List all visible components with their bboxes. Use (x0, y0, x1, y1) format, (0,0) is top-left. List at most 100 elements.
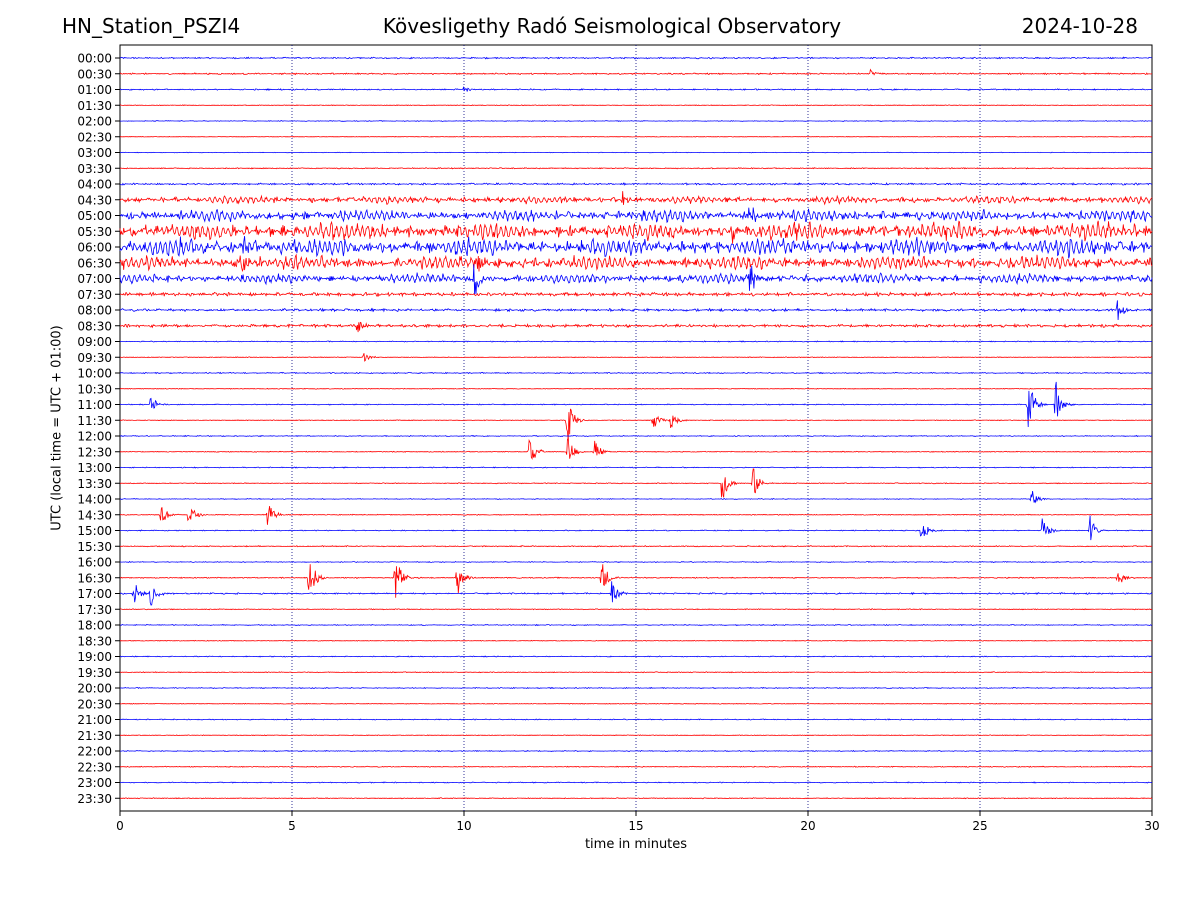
x-tick-label: 10 (456, 819, 471, 833)
trace-1500 (119, 515, 1153, 541)
trace-0830 (119, 321, 1153, 333)
trace-1700 (119, 581, 1153, 606)
trace-1830 (119, 639, 1152, 642)
trace-0000 (119, 56, 1153, 60)
station-name: HN_Station_PSZI4 (62, 14, 241, 38)
trace-0700 (119, 264, 1153, 295)
trace-0400 (119, 182, 1153, 186)
y-tick-label: 00:30 (77, 67, 112, 81)
y-tick-label: 20:00 (77, 682, 112, 696)
trace-0900 (119, 340, 1153, 343)
y-axis-label: UTC (local time = UTC + 01:00) (49, 325, 65, 531)
x-tick-label: 5 (288, 819, 296, 833)
y-tick-label: 19:30 (77, 666, 112, 680)
trace-1330 (119, 468, 1153, 498)
y-tick-label: 06:00 (77, 241, 112, 255)
y-tick-label: 02:30 (77, 130, 112, 144)
y-tick-label: 15:30 (77, 540, 112, 554)
trace-1930 (119, 671, 1152, 674)
trace-0300 (119, 151, 1153, 154)
y-tick-label: 07:00 (77, 272, 112, 286)
observatory-title: Kövesligethy Radó Seismological Observat… (382, 14, 842, 38)
trace-1530 (119, 545, 1152, 548)
y-tick-label: 18:30 (77, 634, 112, 648)
trace-0530 (119, 220, 1153, 244)
x-tick-label: 20 (800, 819, 815, 833)
y-tick-label: 08:30 (77, 319, 112, 333)
y-tick-label: 22:00 (77, 745, 112, 759)
y-tick-label: 03:30 (77, 162, 112, 176)
trace-0730 (119, 291, 1153, 298)
y-tick-label: 13:00 (77, 461, 112, 475)
y-tick-label: 05:30 (77, 225, 112, 239)
trace-2230 (119, 765, 1153, 768)
x-tick-label: 15 (628, 819, 643, 833)
trace-1430 (119, 505, 1153, 525)
y-tick-label: 16:00 (77, 556, 112, 570)
y-tick-label: 00:00 (77, 52, 112, 66)
y-tick-label: 15:00 (77, 524, 112, 538)
y-tick-label: 14:30 (77, 508, 112, 522)
trace-1600 (120, 560, 1153, 564)
y-tick-label: 23:30 (77, 792, 112, 806)
trace-0130 (119, 104, 1153, 107)
record-date: 2024-10-28 (1021, 14, 1138, 38)
trace-1400 (119, 490, 1153, 504)
trace-1200 (119, 434, 1153, 438)
y-tick-label: 05:00 (77, 209, 112, 223)
trace-0600 (119, 236, 1153, 259)
y-tick-label: 17:30 (77, 603, 112, 617)
trace-0030 (119, 68, 1153, 76)
y-tick-label: 10:00 (77, 367, 112, 381)
trace-1630 (119, 564, 1152, 598)
x-tick-label: 25 (972, 819, 987, 833)
trace-2100 (119, 718, 1153, 721)
y-tick-label: 18:00 (77, 619, 112, 633)
trace-1000 (119, 371, 1152, 375)
y-tick-label: 01:30 (77, 99, 112, 113)
trace-1900 (119, 655, 1153, 658)
trace-0930 (120, 353, 1153, 362)
y-tick-label: 07:30 (77, 288, 112, 302)
y-tick-label: 10:30 (77, 382, 112, 396)
y-tick-label: 11:00 (77, 398, 112, 412)
trace-1730 (119, 608, 1153, 611)
y-tick-label: 12:30 (77, 445, 112, 459)
y-tick-label: 23:00 (77, 776, 112, 790)
trace-0800 (119, 300, 1153, 321)
y-tick-label: 19:00 (77, 650, 112, 664)
y-tick-label: 20:30 (77, 697, 112, 711)
x-axis-label: time in minutes (584, 837, 688, 852)
y-tick-label: 21:30 (77, 729, 112, 743)
y-tick-label: 08:00 (77, 304, 112, 318)
trace-1130 (119, 408, 1153, 441)
y-tick-label: 16:30 (77, 571, 112, 585)
trace-1230 (119, 437, 1152, 460)
trace-0230 (119, 136, 1152, 138)
y-tick-label: 11:30 (77, 414, 112, 428)
y-tick-label: 12:00 (77, 430, 112, 444)
trace-2000 (120, 686, 1153, 690)
trace-0500 (119, 207, 1153, 224)
trace-1100 (120, 381, 1152, 428)
y-tick-label: 04:00 (77, 178, 112, 192)
trace-1800 (119, 623, 1153, 627)
y-tick-label: 09:00 (77, 335, 112, 349)
trace-1300 (119, 466, 1152, 469)
y-tick-label: 22:30 (77, 760, 112, 774)
y-tick-label: 09:30 (77, 351, 112, 365)
trace-2330 (119, 797, 1153, 800)
x-tick-label: 0 (116, 819, 124, 833)
trace-2130 (120, 734, 1153, 737)
y-tick-label: 02:00 (77, 115, 112, 129)
trace-2030 (120, 702, 1152, 705)
y-tick-label: 17:00 (77, 587, 112, 601)
trace-0430 (119, 191, 1153, 206)
y-tick-label: 01:00 (77, 83, 112, 97)
trace-1030 (119, 387, 1153, 390)
trace-0330 (119, 167, 1153, 170)
trace-0100 (119, 85, 1153, 92)
y-tick-label: 21:00 (77, 713, 112, 727)
trace-0200 (119, 120, 1152, 122)
